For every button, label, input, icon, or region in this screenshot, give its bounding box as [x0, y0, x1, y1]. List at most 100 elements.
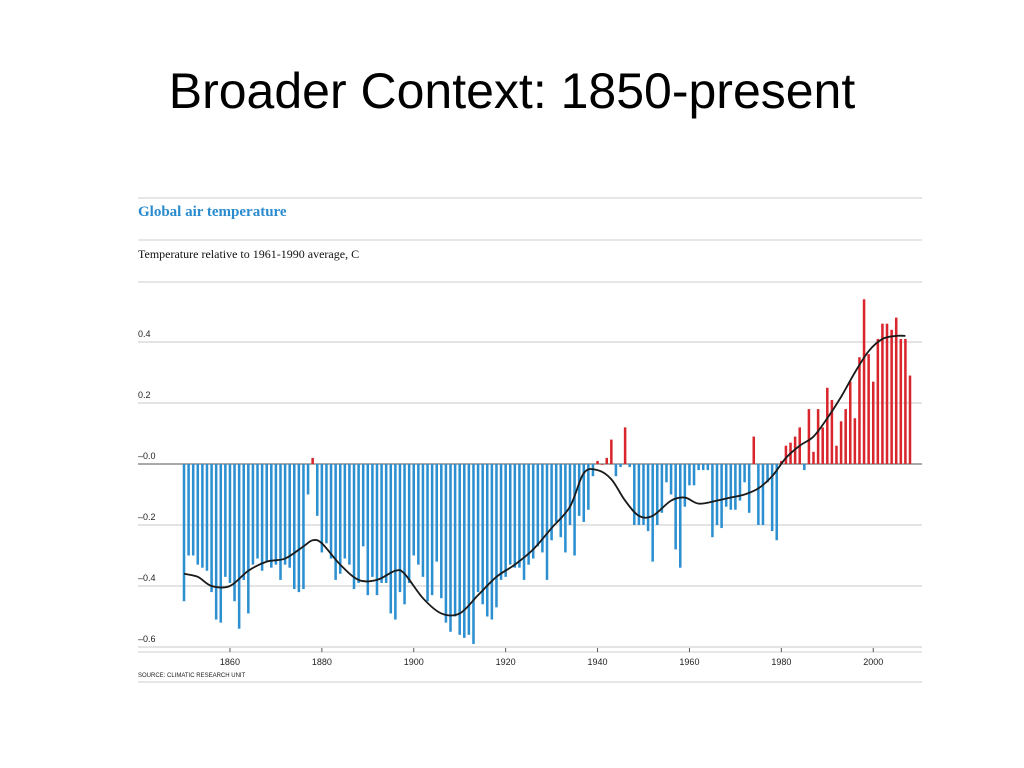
bar-1996: [853, 418, 857, 464]
bar-1990: [826, 387, 829, 464]
bar-1997: [858, 357, 861, 464]
bar-1932: [559, 464, 563, 538]
bar-1993: [839, 421, 843, 464]
bar-1869: [270, 464, 273, 568]
bar-1920: [504, 464, 507, 577]
bar-2005: [894, 317, 898, 464]
bars: [182, 299, 912, 644]
bar-1913: [472, 464, 475, 644]
bar-1859: [224, 464, 227, 577]
bar-1868: [265, 464, 268, 562]
bar-1949: [637, 464, 641, 525]
bar-1946: [623, 427, 627, 464]
bar-1952: [651, 464, 654, 562]
bar-1872: [283, 464, 287, 565]
bar-1942: [605, 457, 608, 464]
bar-1857: [214, 464, 218, 620]
bar-1953: [656, 464, 659, 525]
bar-1917: [490, 464, 494, 620]
bar-1889: [361, 464, 365, 547]
y-tick-label: 0.2: [138, 390, 151, 400]
bar-1916: [486, 464, 489, 617]
bar-1938: [587, 464, 590, 510]
bar-1877: [306, 464, 310, 495]
bar-1888: [357, 464, 360, 583]
bar-1903: [426, 464, 429, 602]
bar-1961: [692, 464, 696, 486]
chart-title: Global air temperature: [138, 204, 287, 220]
bar-2003: [885, 323, 889, 464]
y-axis-ticks: 0.4 0.2 –0.0 –0.2 –0.4 –0.6: [138, 329, 156, 644]
bar-1914: [476, 464, 480, 593]
x-tick-label: 2000: [863, 657, 883, 667]
bar-1960: [688, 464, 691, 486]
bar-1979: [775, 464, 779, 541]
bar-1964: [706, 464, 710, 471]
bar-1929: [545, 464, 549, 580]
bar-1870: [274, 464, 278, 565]
bar-1962: [697, 464, 700, 471]
bar-1879: [315, 464, 319, 516]
bar-1906: [440, 464, 443, 599]
bar-1907: [444, 464, 448, 623]
bar-1861: [233, 464, 236, 602]
bar-1926: [531, 464, 535, 559]
bar-1955: [665, 464, 668, 483]
bar-1975: [757, 464, 760, 525]
bar-1933: [564, 464, 567, 553]
bar-1958: [678, 464, 682, 568]
bar-1974: [752, 436, 756, 464]
bar-1948: [633, 464, 636, 525]
bar-1853: [196, 464, 200, 565]
bar-1890: [366, 464, 370, 596]
bar-1987: [812, 451, 815, 464]
bar-1881: [325, 464, 328, 544]
y-tick-label: 0.4: [138, 329, 151, 339]
bar-1858: [219, 464, 223, 623]
bar-1936: [577, 464, 581, 516]
bar-1971: [738, 464, 742, 501]
bar-1862: [237, 464, 241, 629]
bar-1908: [449, 464, 452, 632]
bar-1957: [674, 464, 677, 550]
bar-1880: [320, 464, 324, 553]
bar-1947: [628, 464, 631, 468]
x-tick-label: 1860: [220, 657, 240, 667]
bar-1935: [573, 464, 576, 556]
bar-1860: [228, 464, 232, 583]
bar-1977: [766, 464, 769, 483]
bar-1970: [734, 464, 737, 510]
bar-1865: [251, 464, 255, 565]
bar-1972: [743, 464, 746, 483]
bar-1919: [499, 464, 503, 580]
bar-2008: [908, 375, 912, 464]
bar-1959: [683, 464, 687, 507]
x-axis-ticks: 1860 1880 1900 1920 1940 1960 1980 2000: [220, 648, 883, 667]
bar-1899: [407, 464, 411, 583]
bar-1981: [784, 445, 788, 464]
bar-1999: [867, 354, 870, 464]
bar-1904: [430, 464, 434, 596]
x-tick-label: 1960: [679, 657, 699, 667]
bar-1994: [844, 409, 847, 464]
bar-1850: [182, 464, 186, 602]
chart-subtitle: Temperature relative to 1961-1990 averag…: [138, 247, 359, 261]
bar-1884: [338, 464, 342, 574]
bar-1931: [554, 464, 558, 522]
bar-1965: [711, 464, 714, 538]
bar-1921: [508, 464, 512, 565]
bar-1866: [256, 464, 259, 559]
bar-1939: [591, 464, 595, 477]
bar-1883: [334, 464, 337, 580]
bar-1988: [816, 409, 820, 464]
bar-2001: [876, 338, 880, 464]
bar-2004: [890, 329, 893, 464]
bar-1895: [389, 464, 393, 614]
y-tick-label: –0.6: [138, 634, 156, 644]
smoothed-trend-line: [183, 334, 906, 617]
bar-1973: [747, 464, 751, 513]
bar-1922: [513, 464, 517, 568]
bar-2007: [904, 338, 907, 464]
bar-2000: [871, 381, 875, 464]
bar-1950: [642, 464, 645, 525]
